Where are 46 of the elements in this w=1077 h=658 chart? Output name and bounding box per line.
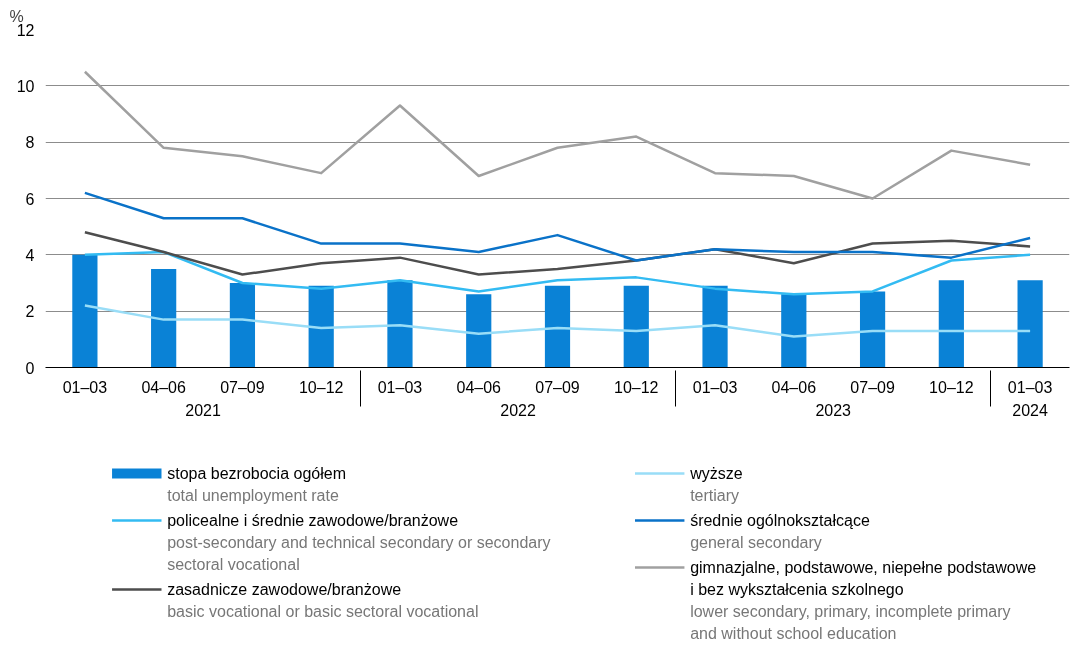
x-tick-label: 10–12 bbox=[614, 378, 659, 396]
x-tick-label: 10–12 bbox=[298, 378, 344, 396]
bar bbox=[387, 280, 413, 368]
bar bbox=[859, 291, 886, 368]
x-tick-label: 07–09 bbox=[220, 378, 265, 396]
x-tick-label: 07–09 bbox=[535, 378, 580, 396]
bar bbox=[466, 294, 492, 368]
text: 2022 bbox=[500, 401, 537, 419]
legend-label: stopa bezrobocia ogółem total unemployment rate bbox=[167, 465, 346, 504]
bar bbox=[544, 285, 571, 368]
y-tick-label: 6 bbox=[25, 190, 35, 208]
bar bbox=[702, 285, 728, 368]
x-tick-label: 01–03 bbox=[1007, 378, 1053, 396]
y-tick-label: 10 bbox=[16, 77, 35, 95]
line-series bbox=[83, 70, 1032, 200]
line-series bbox=[83, 250, 1032, 296]
legend-label: gimnazjalne, podstawowe, niepełne podstawowe i bez wykształcenia szkolnego lower secondary, primary, incomplete primary and without school education bbox=[690, 559, 1037, 642]
x-tick-label: 04–06 bbox=[771, 378, 817, 396]
legend-label: policealne i średnie zawodowe/branżowe post-secondary and technical secondary or secondary sectoral vocational bbox=[167, 512, 551, 573]
bar bbox=[1017, 280, 1043, 368]
x-tick-label: 01–03 bbox=[692, 378, 738, 396]
x-tick-label: 04–06 bbox=[141, 378, 186, 396]
bar bbox=[308, 285, 334, 368]
bar bbox=[72, 254, 98, 368]
bar bbox=[151, 268, 177, 368]
legend-label: zasadnicze zawodowe/branżowe basic vocational or basic sectoral vocational bbox=[167, 581, 479, 620]
bar bbox=[623, 285, 649, 368]
bar bbox=[781, 294, 807, 368]
bar bbox=[229, 283, 256, 368]
y-tick-label: 8 bbox=[25, 134, 35, 152]
x-tick-label: 07–09 bbox=[850, 378, 895, 396]
y-tick-label: 0 bbox=[25, 359, 35, 377]
text: 2021 bbox=[185, 401, 221, 419]
y-tick-label: 4 bbox=[25, 246, 35, 264]
x-tick-label: 01–03 bbox=[62, 378, 108, 396]
line-series bbox=[83, 304, 1032, 338]
x-tick-label: 01–03 bbox=[377, 378, 423, 396]
x-tick-label: 04–06 bbox=[456, 378, 502, 396]
legend-label: średnie ogólnokształcące general secondary bbox=[690, 512, 870, 551]
legend-label: wyższe tertiary bbox=[689, 465, 743, 504]
text: 2024 bbox=[1012, 401, 1049, 419]
line-series bbox=[83, 191, 1032, 262]
bar bbox=[938, 280, 964, 368]
y-tick-label: 2 bbox=[25, 303, 35, 321]
x-tick-label: 10–12 bbox=[929, 378, 974, 396]
text: 2023 bbox=[815, 401, 852, 419]
